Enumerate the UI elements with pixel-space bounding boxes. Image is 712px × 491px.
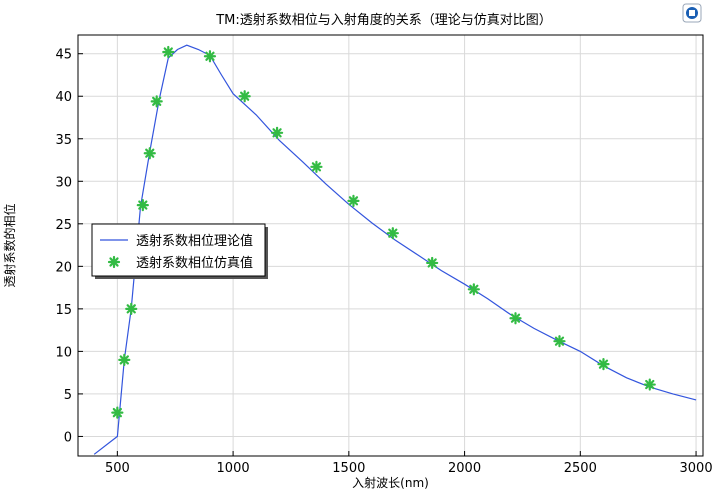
y-tick-label: 20	[55, 260, 72, 275]
axis-ticks: 500 1000 1500 2000 2500 3000 0 5 10 15 20 25 30 35 40 4…	[55, 48, 712, 476]
simulation-point	[118, 353, 131, 366]
marker-stroke	[311, 162, 322, 172]
marker-stroke	[119, 355, 129, 365]
y-tick-label: 15	[55, 303, 72, 318]
marker-stroke	[510, 313, 521, 323]
legend-marker-swatch	[107, 255, 121, 269]
marker-stroke	[645, 379, 655, 390]
theory-line	[93, 44, 697, 455]
x-tick-label: 2000	[448, 461, 481, 476]
y-tick-label: 45	[55, 48, 72, 63]
y-tick-label: 5	[64, 388, 72, 403]
y-tick-label: 0	[64, 430, 72, 445]
simulation-point	[347, 194, 360, 207]
marker-stroke	[427, 258, 437, 268]
simulation-point	[136, 199, 149, 212]
x-tick-label: 1000	[217, 461, 250, 476]
y-tick-label: 35	[55, 133, 72, 148]
simulation-point	[238, 90, 251, 103]
simulation-point	[310, 160, 323, 173]
marker-stroke	[469, 284, 479, 294]
simulation-point	[203, 50, 217, 63]
y-tick-label: 25	[55, 218, 72, 233]
x-tick-label: 500	[105, 461, 130, 476]
x-axis-label: 入射波长(nm)	[352, 475, 429, 490]
simulation-point	[597, 358, 610, 371]
marker-stroke	[598, 359, 609, 369]
legend-entry-label: 透射系数相位理论值	[136, 233, 253, 249]
simulation-point	[467, 283, 480, 296]
icon-square	[689, 10, 695, 16]
simulation-point	[386, 227, 399, 240]
chart-title: TM:透射系数相位与入射角度的关系（理论与仿真对比图）	[215, 12, 552, 28]
simulation-point	[111, 406, 124, 419]
simulation-point	[150, 95, 163, 108]
y-tick-label: 30	[55, 175, 72, 190]
x-tick-label: 2500	[564, 461, 597, 476]
marker-stroke	[145, 148, 155, 158]
simulation-point	[509, 312, 522, 325]
series-layer	[93, 44, 697, 455]
marker-stroke	[163, 47, 173, 57]
simulation-point	[270, 126, 284, 139]
marker-stroke	[388, 228, 398, 238]
comsol-logo-icon[interactable]	[682, 3, 702, 23]
marker-stroke	[138, 200, 148, 210]
legend-entry-label: 透射系数相位仿真值	[136, 255, 253, 271]
simulation-point	[125, 302, 138, 315]
simulation-point	[426, 256, 439, 270]
x-tick-label: 3000	[680, 461, 712, 476]
marker-stroke	[240, 91, 250, 101]
x-tick-label: 1500	[332, 461, 365, 476]
simulation-point	[643, 378, 656, 391]
y-axis-label: 透射系数的相位	[2, 203, 17, 287]
marker-stroke	[152, 96, 162, 106]
y-tick-label: 10	[55, 345, 72, 360]
marker-stroke	[109, 257, 119, 267]
marker-stroke	[205, 51, 215, 61]
marker-stroke	[126, 304, 136, 314]
simulation-point	[162, 45, 175, 59]
y-tick-label: 40	[55, 90, 72, 105]
marker-stroke	[272, 128, 282, 138]
theory-series	[93, 44, 697, 455]
simulation-series	[111, 45, 656, 419]
simulation-point	[553, 335, 566, 348]
plot-area	[77, 34, 704, 457]
marker-stroke	[348, 196, 359, 206]
marker-stroke	[112, 407, 122, 418]
legend-box	[91, 223, 266, 277]
marker-stroke	[554, 336, 565, 346]
simulation-point	[143, 147, 156, 160]
